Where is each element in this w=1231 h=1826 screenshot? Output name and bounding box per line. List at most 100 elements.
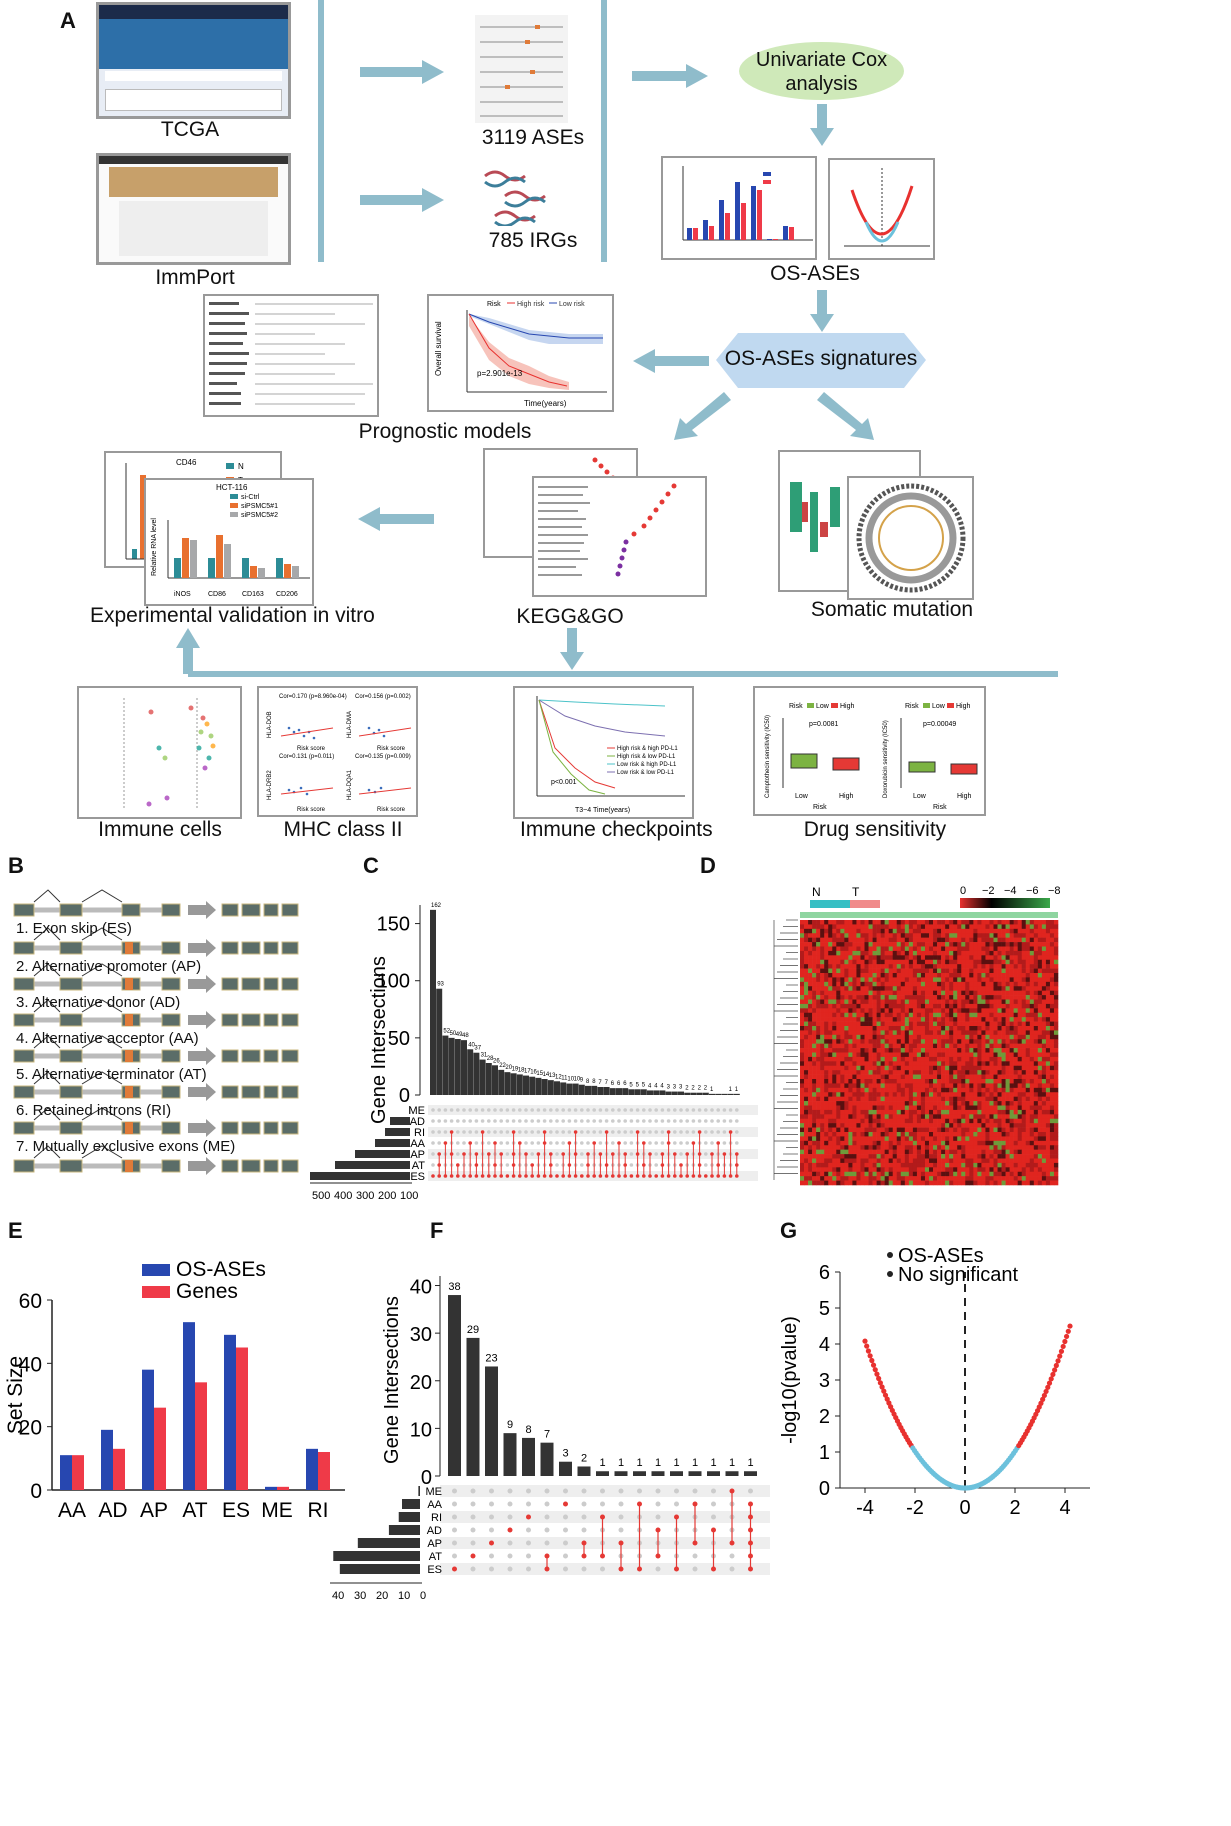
heatmap-cell	[961, 1118, 966, 1124]
heatmap-cell	[808, 924, 813, 930]
heatmap-cell	[1053, 1026, 1059, 1031]
heatmap-cell	[860, 995, 865, 1000]
heatmap-cell	[920, 1061, 926, 1067]
heatmap-cell	[808, 1017, 813, 1022]
heatmap-cell	[920, 1008, 926, 1014]
heatmap-cell	[800, 1030, 805, 1036]
heatmap-cell	[848, 1114, 853, 1120]
heatmap-cell	[840, 1154, 845, 1159]
bar-genes	[318, 1452, 330, 1490]
immport-label: ImmPort	[155, 266, 235, 289]
heatmap-cell	[884, 973, 889, 978]
matrix-dot	[685, 1108, 689, 1112]
matrix-dot	[642, 1130, 646, 1134]
intersection-bar	[498, 1069, 505, 1095]
heatmap-cell	[824, 1021, 829, 1027]
heatmap-cell	[1037, 928, 1043, 934]
heatmap-cell	[949, 1043, 954, 1049]
heatmap-cell	[941, 955, 946, 961]
heatmap-cell	[884, 924, 889, 930]
heatmap-cell	[884, 1118, 889, 1124]
heatmap-cell	[1033, 1079, 1039, 1084]
heatmap-cell	[852, 1079, 857, 1084]
heatmap-cell	[949, 1083, 954, 1089]
matrix-dot	[507, 1514, 513, 1520]
heatmap-cell	[884, 1092, 889, 1097]
heatmap-cell	[864, 1105, 869, 1111]
matrix-dot	[673, 1108, 677, 1112]
heatmap-cell	[945, 1154, 950, 1159]
matrix-dot	[654, 1174, 658, 1178]
heatmap-cell	[924, 1030, 930, 1036]
heatmap-cell	[1017, 1149, 1023, 1155]
heatmap-cell	[904, 1056, 910, 1062]
heatmap-cell	[844, 981, 849, 987]
heatmap-cell	[912, 937, 918, 943]
heatmap-cell	[941, 1061, 946, 1067]
heatmap-cell	[900, 1176, 906, 1181]
heatmap-cell	[812, 999, 817, 1005]
heatmap-cell	[816, 1065, 821, 1071]
heatmap-cell	[965, 1162, 970, 1168]
heatmap-cell	[1013, 1030, 1018, 1036]
heatmap-cell	[1021, 1012, 1027, 1018]
heatmap-cell	[993, 986, 998, 991]
heatmap-cell	[953, 1056, 958, 1062]
heatmap-cell	[872, 1021, 877, 1027]
set-size-bar	[402, 1499, 420, 1509]
heatmap-cell	[836, 1114, 841, 1120]
heatmap-cell	[933, 1114, 938, 1120]
heatmap-cell	[949, 1087, 954, 1093]
heatmap-cell	[1053, 1154, 1059, 1159]
heatmap-cell	[884, 1039, 889, 1044]
heatmap-cell	[852, 1061, 857, 1067]
heatmap-cell	[1029, 1021, 1035, 1027]
heatmap-cell	[977, 959, 982, 965]
heatmap-cell	[896, 1074, 902, 1080]
heatmap-cell	[1021, 1008, 1027, 1014]
heatmap-cell	[1021, 1083, 1027, 1089]
heatmap-cell	[1013, 1123, 1018, 1128]
heatmap-cell	[1013, 937, 1018, 943]
heatmap-cell	[937, 1021, 942, 1027]
heatmap-cell	[1017, 1136, 1023, 1142]
heatmap-cell	[1029, 955, 1035, 961]
arrow-icon	[188, 939, 216, 957]
heatmap-cell	[1025, 1149, 1031, 1155]
heatmap-cell	[945, 1070, 950, 1075]
set-size-bar	[398, 1512, 420, 1522]
heatmap-cell	[832, 1176, 837, 1181]
heatmap-cell	[1009, 1176, 1014, 1181]
heatmap-cell	[884, 1140, 889, 1146]
heatmap-cell	[993, 1065, 998, 1071]
heatmap-cell	[929, 977, 934, 983]
heatmap-cell	[997, 964, 1002, 969]
heatmap-cell	[941, 1136, 946, 1142]
heatmap-cell	[941, 1105, 946, 1111]
heatmap-cell	[908, 933, 914, 938]
heatmap-cell	[908, 937, 914, 943]
bar-label: 28	[487, 1056, 494, 1062]
heatmap-cell	[1037, 995, 1043, 1000]
heatmap-cell	[1021, 964, 1027, 969]
heatmap-cell	[868, 1176, 873, 1181]
heatmap-cell	[985, 1030, 990, 1036]
heatmap-cell	[969, 1039, 974, 1044]
legend-label: OS-ASEs	[898, 1245, 984, 1267]
heatmap-cell	[896, 1127, 902, 1133]
heatmap-cell	[1029, 1127, 1035, 1133]
heatmap-cell	[1053, 1176, 1059, 1181]
heatmap-cell	[924, 1039, 930, 1044]
heatmap-cell	[860, 946, 865, 952]
heatmap-cell	[937, 1162, 942, 1168]
heatmap-cell	[953, 1061, 958, 1067]
intersection-bar	[709, 1093, 715, 1095]
matrix-dot	[474, 1141, 479, 1145]
matrix-dot	[623, 1119, 627, 1123]
heatmap-cell	[836, 1136, 841, 1142]
heatmap-cell	[908, 1140, 914, 1146]
heatmap-cell	[945, 1008, 950, 1014]
matrix-dot	[555, 1174, 559, 1178]
heatmap-cell	[856, 1079, 861, 1084]
heatmap-cell	[832, 981, 837, 987]
